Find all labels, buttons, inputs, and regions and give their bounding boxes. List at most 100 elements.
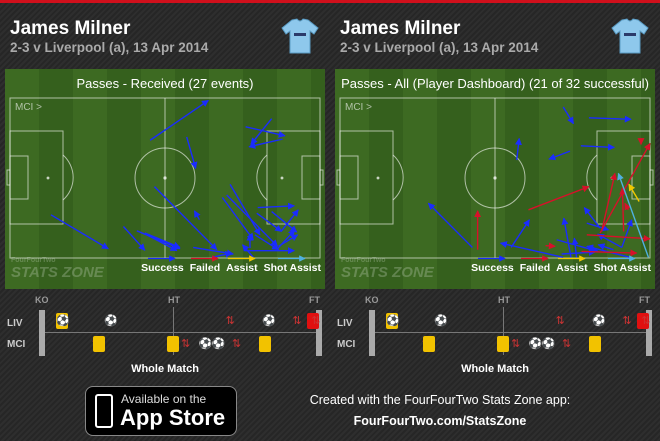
substitution-icon[interactable]: ⇅ xyxy=(561,337,572,350)
timeline-axis xyxy=(375,332,646,333)
yellow-card-icon[interactable] xyxy=(497,336,509,352)
substitution-icon[interactable]: ⇅ xyxy=(225,314,235,327)
fulltime-label: FT xyxy=(639,295,650,305)
substitution-icon[interactable]: ⇅ xyxy=(622,314,632,327)
football-goal-icon[interactable]: ⚽ xyxy=(541,337,556,350)
substitution-icon[interactable]: ⇅ xyxy=(231,337,242,350)
iphone-icon xyxy=(95,394,113,428)
football-goal-icon[interactable]: ⚽ xyxy=(528,337,543,350)
legend-arrow-shot-assist xyxy=(608,255,636,262)
football-goal-icon[interactable]: ⚽ xyxy=(198,337,213,350)
pass-arrow-success xyxy=(510,219,530,248)
attack-direction-label: MCI > xyxy=(15,102,42,113)
football-goal-icon[interactable]: ⚽ xyxy=(262,314,277,327)
football-goal-icon[interactable]: ⚽ xyxy=(592,314,607,327)
pass-arrow-success xyxy=(276,229,296,251)
legend-item-assist: Assist xyxy=(556,255,588,274)
pass-arrow-failed xyxy=(619,187,627,232)
legend-success: Success xyxy=(141,262,184,274)
panel-passes-received: James Milner 2-3 v Liverpool (a), 13 Apr… xyxy=(5,0,325,380)
pass-arrow-failed xyxy=(600,172,617,232)
pitch-markings xyxy=(336,97,654,259)
legend-arrow-success xyxy=(148,255,177,262)
yellow-card-icon[interactable] xyxy=(386,313,399,329)
pass-arrow-success xyxy=(221,197,254,241)
football-goal-icon[interactable]: ⚽ xyxy=(56,314,70,327)
legend: Success Failed Assist Shot Assist xyxy=(471,255,651,274)
kit-shirt-icon xyxy=(611,18,649,54)
yellow-card-icon[interactable] xyxy=(93,336,106,352)
legend: Success Failed Assist Shot Assist xyxy=(141,255,321,274)
legend-arrow-shot-assist xyxy=(278,255,306,262)
team-label-liv: LIV xyxy=(7,318,23,329)
pass-arrow-success xyxy=(561,217,572,258)
yellow-card-icon[interactable] xyxy=(259,336,272,352)
period-label[interactable]: Whole Match xyxy=(131,363,199,375)
legend-shot-assist: Shot Assist xyxy=(593,262,651,274)
credit-text: Created with the FourFourTwo Stats Zone … xyxy=(309,393,571,407)
match-info: 2-3 v Liverpool (a), 13 Apr 2014 xyxy=(10,40,209,55)
halftime-label: HT xyxy=(498,295,510,305)
pass-arrow-success xyxy=(499,241,564,259)
team-label-liv: LIV xyxy=(337,318,353,329)
yellow-card-icon[interactable] xyxy=(423,336,436,352)
red-card-icon[interactable] xyxy=(306,313,319,329)
legend-arrow-success xyxy=(478,255,507,262)
badge-small-text: Available on the xyxy=(121,392,207,406)
legend-success: Success xyxy=(471,262,514,274)
pass-arrow-success xyxy=(580,143,616,151)
period-label[interactable]: Whole Match xyxy=(461,363,529,375)
pass-arrow-success xyxy=(621,219,633,248)
pass-arrow-success xyxy=(583,207,601,229)
red-card-icon[interactable] xyxy=(636,313,649,329)
pass-arrow-success xyxy=(144,232,181,249)
team-label-mci: MCI xyxy=(7,339,26,350)
app-store-badge[interactable]: Available on the App Store xyxy=(85,386,237,436)
pass-arrow-failed xyxy=(581,249,638,257)
halftime-label: HT xyxy=(168,295,180,305)
pitch-title: Passes - Received (27 events) xyxy=(76,76,254,91)
pass-arrow-success xyxy=(548,150,571,161)
yellow-card-icon[interactable] xyxy=(167,336,179,352)
player-name: James Milner xyxy=(340,18,461,39)
pass-arrow-success xyxy=(245,126,286,138)
timeline-end-handle[interactable] xyxy=(316,310,322,356)
substitution-icon[interactable]: ⇅ xyxy=(511,337,521,350)
legend-arrow-failed xyxy=(190,255,219,262)
pass-arrow-success xyxy=(271,211,298,233)
legend-item-assist: Assist xyxy=(226,255,258,274)
substitution-icon[interactable]: ⇅ xyxy=(555,314,565,327)
timeline-start-handle[interactable] xyxy=(39,310,45,356)
football-goal-icon[interactable]: ⚽ xyxy=(386,314,400,327)
halftime-marker xyxy=(503,307,504,355)
pass-arrow-success xyxy=(248,138,283,149)
pass-arrow-success xyxy=(149,99,209,141)
pass-arrow-success xyxy=(186,136,198,170)
substitution-icon[interactable]: ⇅ xyxy=(311,314,321,327)
yellow-card-icon[interactable] xyxy=(56,313,69,329)
pitch-panel: Passes - All (Player Dashboard) (21 of 3… xyxy=(335,69,655,289)
football-goal-icon[interactable]: ⚽ xyxy=(104,314,119,327)
pass-arrow-failed xyxy=(528,185,590,211)
stats-zone-link[interactable]: FourFourTwo.com/StatsZone xyxy=(353,414,527,428)
legend-item-success: Success xyxy=(471,255,514,274)
pitch: MCI > xyxy=(6,97,324,259)
substitution-icon[interactable]: ⇅ xyxy=(641,314,651,327)
yellow-card-icon[interactable] xyxy=(589,336,602,352)
stats-zone-watermark: FourFourTwo STATS ZONE xyxy=(11,257,104,281)
pass-arrow-failed xyxy=(586,234,651,242)
legend-assist: Assist xyxy=(556,262,588,274)
pass-arrow-success xyxy=(571,237,579,258)
pass-arrow-failed xyxy=(624,202,631,211)
substitution-icon[interactable]: ⇅ xyxy=(292,314,302,327)
football-goal-icon[interactable]: ⚽ xyxy=(434,314,449,327)
timeline-start-handle[interactable] xyxy=(369,310,375,356)
legend-arrow-assist xyxy=(227,255,256,262)
legend-item-success: Success xyxy=(141,255,184,274)
stats-zone-watermark: FourFourTwo STATS ZONE xyxy=(341,257,434,281)
timeline-end-handle[interactable] xyxy=(646,310,652,356)
football-goal-icon[interactable]: ⚽ xyxy=(211,337,226,350)
substitution-icon[interactable]: ⇅ xyxy=(181,337,191,350)
pass-arrow-success xyxy=(229,184,261,236)
